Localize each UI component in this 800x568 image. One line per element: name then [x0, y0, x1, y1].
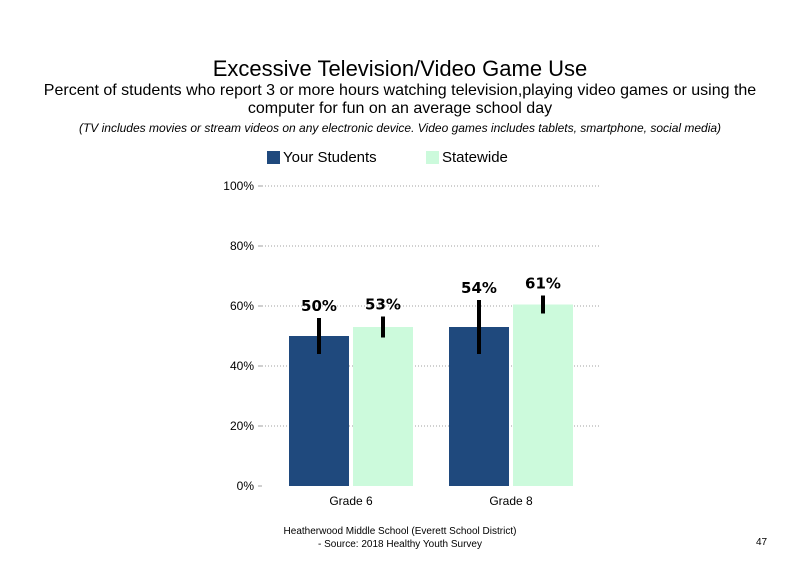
y-tick-label: 100% — [223, 179, 254, 193]
footer-line-source: - Source: 2018 Healthy Youth Survey — [318, 539, 482, 550]
data-label: 50% — [301, 297, 337, 315]
footer-line-school: Heatherwood Middle School (Everett Schoo… — [283, 526, 517, 537]
page-number: 47 — [756, 537, 768, 548]
legend: Your Students Statewide — [0, 149, 800, 167]
y-tick-label: 60% — [230, 299, 254, 313]
chart-title: Excessive Television/Video Game Use — [212, 56, 588, 81]
x-tick-label: Grade 6 — [329, 494, 373, 508]
footer-source: Heatherwood Middle School (Everett Schoo… — [200, 525, 600, 551]
legend-swatch-statewide — [426, 151, 439, 164]
x-tick-label: Grade 8 — [489, 494, 533, 508]
chart-note: (TV includes movies or stream videos on … — [78, 121, 722, 135]
y-tick-label: 20% — [230, 419, 254, 433]
chart-subtitle: Percent of students who report 3 or more… — [43, 82, 757, 117]
data-label: 61% — [525, 275, 561, 293]
y-tick-label: 40% — [230, 359, 254, 373]
bar-your-students — [289, 336, 349, 486]
y-tick-label: 0% — [237, 479, 255, 493]
data-label: 53% — [365, 296, 401, 314]
data-label: 54% — [461, 279, 497, 297]
legend-item-statewide: Statewide — [426, 149, 508, 166]
bar-statewide — [513, 304, 573, 486]
legend-label-your-students: Your Students — [283, 149, 377, 166]
legend-label-statewide: Statewide — [442, 149, 508, 166]
y-tick-label: 80% — [230, 239, 254, 253]
bar-statewide — [353, 327, 413, 486]
legend-swatch-your-students — [267, 151, 280, 164]
legend-item-your-students: Your Students — [267, 149, 377, 166]
